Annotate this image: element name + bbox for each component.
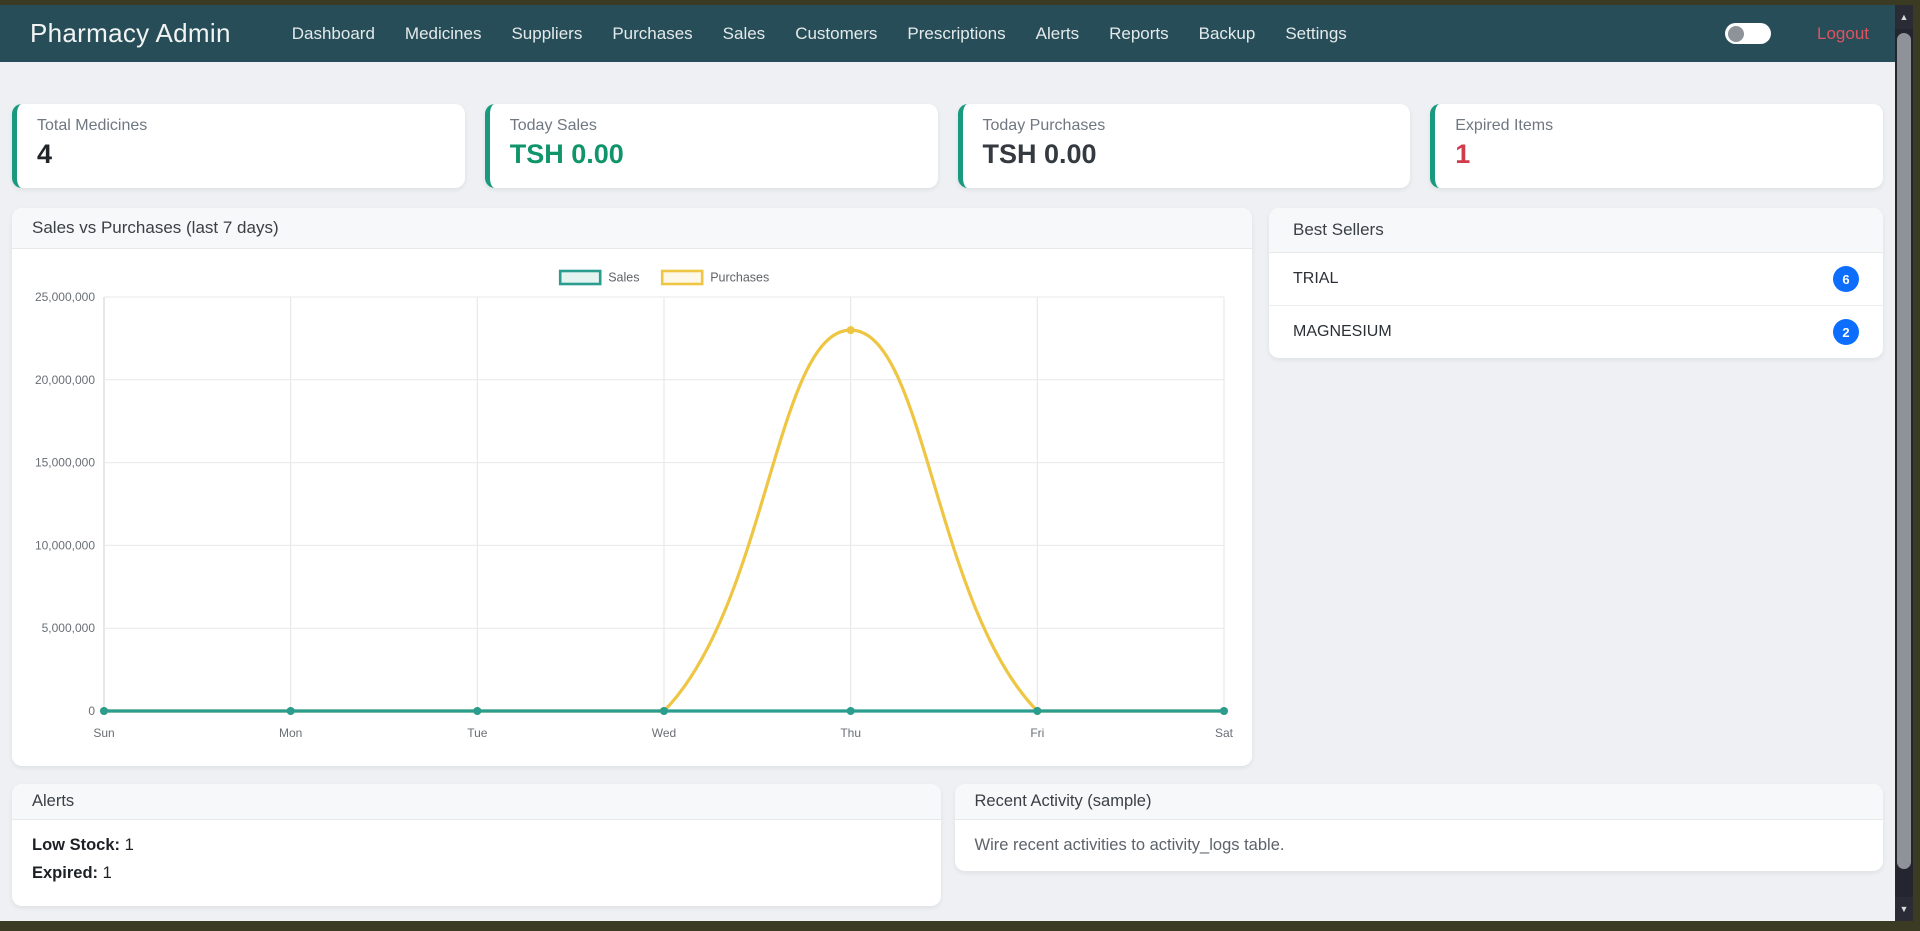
nav-link-alerts[interactable]: Alerts — [1035, 23, 1080, 43]
svg-text:Sales: Sales — [608, 271, 639, 285]
best-sellers-title: Best Sellers — [1293, 220, 1384, 239]
chart-title: Sales vs Purchases (last 7 days) — [32, 218, 279, 237]
navbar: Pharmacy Admin Dashboard Medicines Supplie… — [0, 5, 1895, 62]
chart-card-header: Sales vs Purchases (last 7 days) — [12, 208, 1252, 249]
alert-line-low-stock: Low Stock: 1 — [32, 836, 134, 854]
logout-link[interactable]: Logout — [1817, 23, 1869, 43]
svg-text:Purchases: Purchases — [710, 271, 769, 285]
svg-text:15,000,000: 15,000,000 — [35, 456, 95, 470]
nav-item-dashboard: Dashboard — [277, 16, 390, 52]
stat-value: TSH 0.00 — [982, 139, 1097, 169]
nav-item-medicines: Medicines — [390, 16, 497, 52]
theme-toggle[interactable] — [1725, 23, 1771, 44]
stats-row: Total Medicines 4 Today Sales TSH 0.00 Today… — [12, 104, 1883, 188]
nav-link-backup[interactable]: Backup — [1198, 23, 1256, 43]
nav-link-prescriptions[interactable]: Prescriptions — [907, 23, 1006, 43]
nav-menu: Dashboard Medicines Suppliers Purchases Sale… — [277, 16, 1362, 52]
svg-text:Mon: Mon — [279, 726, 302, 740]
recent-activity-card: Recent Activity (sample) Wire recent act… — [954, 784, 1883, 871]
stat-value: 4 — [37, 139, 53, 169]
best-seller-name: MAGNESIUM — [1293, 323, 1392, 340]
legend-item-purchases[interactable]: Purchases — [660, 269, 769, 286]
alert-label: Low Stock: — [32, 836, 121, 854]
stat-label: Today Sales — [509, 117, 597, 134]
svg-text:Sun: Sun — [93, 726, 114, 740]
theme-toggle-knob — [1728, 25, 1744, 42]
stat-value: 1 — [1455, 139, 1471, 169]
scrollbar-track[interactable] — [1895, 29, 1913, 897]
nav-link-suppliers[interactable]: Suppliers — [511, 23, 583, 43]
nav-item-alerts: Alerts — [1021, 16, 1094, 52]
recent-activity-title: Recent Activity (sample) — [974, 792, 1152, 810]
svg-text:Wed: Wed — [652, 726, 676, 740]
alerts-card: Alerts Low Stock: 1 Expired: 1 — [12, 784, 941, 906]
sales-vs-purchases-card: Sales vs Purchases (last 7 days) 0 5,000,… — [12, 208, 1252, 766]
nav-item-customers: Customers — [780, 16, 892, 52]
chart-card-body: 0 5,000,000 10,000,000 15,000,000 20,000,000… — [12, 249, 1252, 766]
nav-link-customers[interactable]: Customers — [795, 23, 878, 43]
window-bottom-edge — [0, 921, 1920, 931]
best-seller-count-badge: 6 — [1833, 266, 1859, 292]
svg-text:25,000,000: 25,000,000 — [35, 290, 95, 304]
sales-purchases-chart[interactable]: 0 5,000,000 10,000,000 15,000,000 20,000,000… — [20, 257, 1244, 759]
stat-card-total-medicines: Total Medicines 4 — [12, 104, 465, 188]
alerts-header: Alerts — [12, 784, 941, 820]
stat-label: Today Purchases — [982, 117, 1106, 134]
alert-line-expired: Expired: 1 — [32, 864, 112, 882]
svg-text:0: 0 — [88, 704, 95, 718]
stat-card-today-purchases: Today Purchases TSH 0.00 — [957, 104, 1411, 188]
scrollbar[interactable]: ▲ ▼ — [1895, 5, 1913, 921]
best-seller-count-badge: 2 — [1833, 319, 1859, 345]
best-seller-item: TRIAL 6 — [1269, 253, 1883, 305]
nav-item-backup: Backup — [1184, 16, 1271, 52]
nav-item-settings: Settings — [1270, 16, 1361, 52]
nav-item-suppliers: Suppliers — [496, 16, 597, 52]
recent-activity-header: Recent Activity (sample) — [954, 784, 1883, 820]
scrollbar-thumb[interactable] — [1897, 33, 1911, 869]
svg-text:Thu: Thu — [840, 726, 861, 740]
best-sellers-header: Best Sellers — [1269, 208, 1883, 253]
scroll-up-icon[interactable]: ▲ — [1895, 5, 1913, 29]
nav-link-sales[interactable]: Sales — [722, 23, 766, 43]
alerts-title: Alerts — [32, 792, 75, 810]
stat-card-expired-items: Expired Items 1 — [1430, 104, 1883, 188]
nav-item-purchases: Purchases — [597, 16, 707, 52]
window-right-edge: ▲ ▼ — [1895, 5, 1920, 921]
recent-activity-message: Wire recent activities to activity_logs … — [974, 836, 1285, 854]
nav-item-sales: Sales — [708, 16, 781, 52]
best-seller-name: TRIAL — [1293, 270, 1339, 287]
svg-text:Fri: Fri — [1030, 726, 1044, 740]
nav-link-dashboard[interactable]: Dashboard — [291, 23, 375, 43]
brand-link[interactable]: Pharmacy Admin — [30, 18, 231, 48]
dashboard-main: Total Medicines 4 Today Sales TSH 0.00 Today… — [0, 62, 1895, 921]
svg-text:Sat: Sat — [1215, 726, 1234, 740]
nav-item-reports: Reports — [1094, 16, 1184, 52]
legend-item-sales[interactable]: Sales — [558, 269, 639, 286]
navbar-right: Logout — [1725, 23, 1869, 44]
svg-text:Tue: Tue — [467, 726, 488, 740]
best-seller-item: MAGNESIUM 2 — [1269, 305, 1883, 358]
stat-card-today-sales: Today Sales TSH 0.00 — [484, 104, 938, 188]
nav-link-settings[interactable]: Settings — [1285, 23, 1347, 43]
alert-label: Expired: — [32, 864, 99, 882]
svg-text:5,000,000: 5,000,000 — [42, 621, 96, 635]
nav-link-medicines[interactable]: Medicines — [404, 23, 482, 43]
nav-link-purchases[interactable]: Purchases — [612, 23, 693, 43]
best-sellers-list: TRIAL 6 MAGNESIUM 2 — [1269, 253, 1883, 358]
stat-value: TSH 0.00 — [509, 139, 624, 169]
svg-text:20,000,000: 20,000,000 — [35, 373, 95, 387]
best-sellers-card: Best Sellers TRIAL 6 MAGNESIUM 2 — [1269, 208, 1883, 358]
nav-link-reports[interactable]: Reports — [1109, 23, 1169, 43]
stat-label: Total Medicines — [37, 117, 148, 134]
nav-item-prescriptions: Prescriptions — [892, 16, 1020, 52]
alerts-body: Low Stock: 1 Expired: 1 — [12, 820, 941, 906]
svg-text:10,000,000: 10,000,000 — [35, 538, 95, 552]
window-top-edge — [0, 0, 1920, 5]
scroll-down-icon[interactable]: ▼ — [1895, 897, 1913, 921]
stat-label: Expired Items — [1455, 117, 1554, 134]
